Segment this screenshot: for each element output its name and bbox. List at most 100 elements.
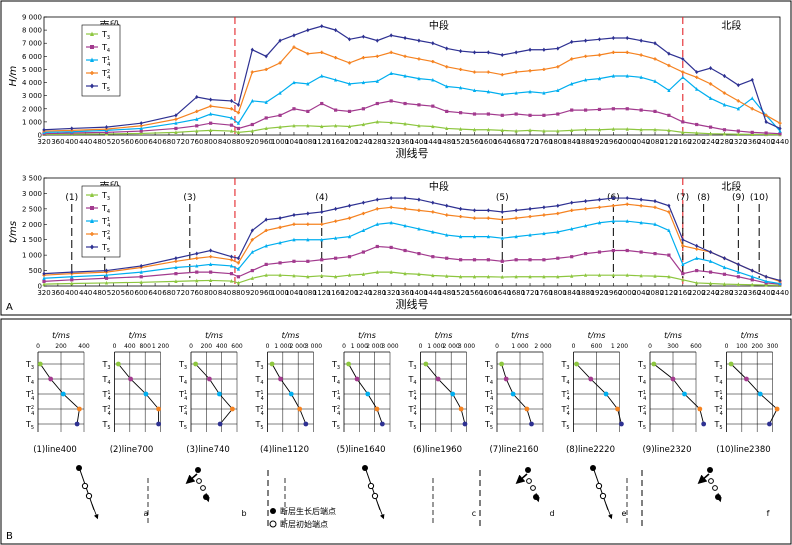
- x-tick-label: 320: [37, 289, 50, 297]
- subplot-tick-label: 0: [572, 343, 576, 350]
- data-point-T3: [389, 120, 393, 125]
- x-tick-label: 2120: [660, 138, 678, 146]
- data-point-T5: [597, 197, 602, 202]
- y-axis-label: H/m: [8, 65, 19, 86]
- legend-marker-T4: [90, 45, 94, 49]
- subplot-tick-label: 200: [201, 343, 213, 350]
- data-point-T4p1: [417, 226, 421, 231]
- data-point-T4: [417, 252, 421, 256]
- subplot-row-label-T3: T3: [484, 360, 493, 371]
- x-tick-label: 1600: [479, 289, 497, 297]
- data-point-T4p1: [653, 79, 657, 83]
- subplot-tick-label: 2 000: [534, 343, 551, 350]
- profile-subplot: t/ms 0 1 000 2 000 T3 T4 T1 4 T2 4 T5 (7)line2160: [484, 331, 552, 455]
- data-point-T4p1: [278, 240, 282, 245]
- y-tick-label: 2 000: [22, 221, 42, 229]
- data-point-T3: [639, 273, 643, 278]
- data-point-T5: [417, 197, 421, 202]
- data-point-T4p1: [347, 81, 352, 86]
- data-point-T4p1: [236, 266, 241, 271]
- data-point-T4: [431, 255, 435, 259]
- data-point-T4: [250, 268, 254, 273]
- subplot-axis-title: t/ms: [588, 331, 606, 340]
- data-point-T5: [695, 69, 699, 75]
- data-point-T4: [625, 248, 629, 253]
- data-point-T3: [139, 131, 143, 136]
- subplot-row-label-T3: T3: [25, 360, 34, 371]
- x-tick-label: 1280: [368, 138, 386, 146]
- data-point-T5: [611, 35, 615, 41]
- end-point-initial: [526, 478, 532, 484]
- subplot-point-T4p1: [288, 391, 294, 397]
- x-tick-label: 920: [246, 138, 259, 146]
- subplot-row-label-T4: T4: [25, 375, 34, 386]
- subplot-tick-label: 200: [55, 343, 67, 350]
- x-axis-label: 测线号: [396, 146, 429, 160]
- data-point-T3: [174, 279, 178, 283]
- x-tick-label: 2040: [632, 289, 650, 297]
- subplot-axis-title: t/ms: [205, 331, 223, 340]
- data-point-T5: [264, 54, 268, 59]
- data-point-T4p1: [445, 232, 449, 237]
- data-point-T5: [528, 47, 532, 52]
- data-point-T3: [459, 127, 463, 131]
- subplot-point-T4p1: [143, 391, 149, 397]
- fault-sketch: [697, 467, 722, 503]
- data-point-T4p2: [403, 54, 407, 58]
- profile-marker-label: (3): [183, 193, 196, 203]
- data-point-T4p2: [500, 73, 504, 77]
- data-point-T4: [306, 109, 310, 113]
- data-point-T5: [625, 35, 629, 41]
- data-point-T4: [597, 107, 602, 112]
- x-tick-label: 1360: [396, 138, 414, 146]
- x-tick-label: 1560: [466, 138, 484, 146]
- data-point-T5: [486, 208, 490, 213]
- data-point-T5: [42, 271, 46, 276]
- subplot-row-label-T4: T4: [484, 375, 493, 386]
- subplot-title: (1)line400: [33, 445, 77, 455]
- data-point-T4: [236, 126, 241, 131]
- subplot-row-label-T3: T3: [102, 360, 111, 371]
- data-point-T4p2: [250, 70, 254, 74]
- data-point-T4: [514, 258, 518, 262]
- x-tick-label: 1400: [410, 138, 428, 146]
- x-tick-label: 2440: [771, 289, 789, 297]
- data-point-T4p2: [556, 211, 560, 216]
- data-point-T4p1: [736, 270, 740, 274]
- data-point-T4p1: [347, 234, 352, 239]
- data-point-T4p1: [542, 90, 546, 95]
- subplot-title: (6)line1960: [413, 445, 462, 455]
- data-point-T3: [264, 273, 268, 277]
- data-point-T3: [139, 280, 143, 284]
- x-tick-label: 680: [162, 138, 175, 146]
- data-point-T5: [653, 199, 657, 204]
- fault-sketch: [590, 465, 613, 520]
- x-tick-label: 480: [93, 138, 106, 146]
- data-point-T4p1: [611, 219, 615, 223]
- data-point-T4p2: [611, 204, 615, 208]
- data-point-T4: [472, 258, 477, 262]
- panel-b-frame: [0, 318, 792, 545]
- subplot-title: (8)line2220: [566, 445, 615, 455]
- subplot-tick-label: 0: [342, 343, 346, 350]
- subplot-row-label-T5: T5: [714, 420, 723, 431]
- data-point-T5: [292, 33, 296, 38]
- data-point-T4p1: [229, 115, 234, 120]
- subplot-row-label-T4: T4: [561, 375, 570, 386]
- data-point-T5: [556, 203, 560, 208]
- end-point-grown: [76, 465, 82, 471]
- x-tick-label: 1280: [368, 289, 386, 297]
- data-point-T3: [583, 273, 588, 277]
- legend-label-T4: T4: [101, 204, 110, 215]
- data-point-T4p2: [472, 216, 477, 220]
- subplot-row-label-T4p2: T2 4: [178, 405, 187, 417]
- x-tick-label: 2280: [716, 138, 734, 146]
- y-tick-label: 4 000: [22, 79, 42, 87]
- x-tick-label: 2200: [688, 289, 706, 297]
- data-point-T4p1: [195, 117, 199, 121]
- data-point-T5: [431, 200, 435, 205]
- data-point-T3: [417, 272, 421, 276]
- data-point-T4p1: [570, 226, 574, 231]
- x-tick-label: 2280: [716, 289, 734, 297]
